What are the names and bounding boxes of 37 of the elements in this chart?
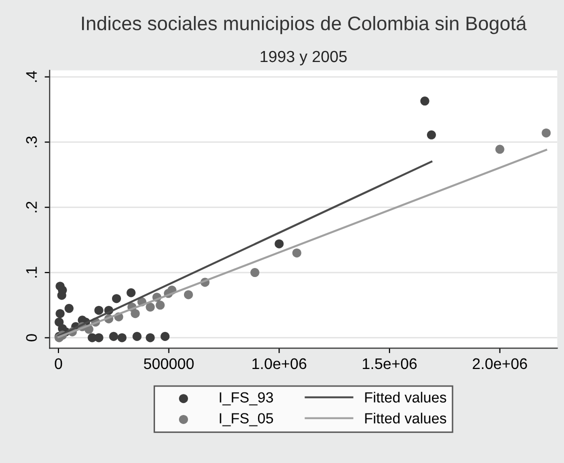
x-tick-label: 2.0e+06 (472, 358, 528, 370)
y-tick-label: .3 (26, 136, 37, 148)
point (542, 128, 551, 138)
point (126, 288, 136, 298)
legend-label: I_FS_93 (220, 392, 273, 406)
point (130, 309, 140, 318)
point (292, 248, 302, 258)
legend-label: I_FS_05 (220, 413, 274, 426)
point (118, 333, 127, 342)
point (184, 290, 193, 300)
point (250, 268, 260, 278)
y-tick-label: .4 (26, 70, 37, 82)
x-tick-label: 0 (54, 358, 62, 370)
x-tick-label: 500000 (144, 358, 194, 370)
y-tick-label: .2 (26, 202, 37, 212)
legend-label: Fitted values (365, 412, 446, 424)
y-tick-label: 0 (26, 334, 37, 342)
point (426, 130, 436, 140)
point (156, 300, 165, 310)
chart-title: Indices sociales municipios de Colombia sin Bogotá (82, 16, 527, 34)
x-tick-label: 1.5e+06 (362, 358, 417, 370)
point (495, 144, 504, 154)
point (94, 306, 104, 315)
point (146, 302, 155, 312)
point (420, 96, 430, 106)
point (274, 239, 284, 248)
point (132, 332, 142, 341)
legend-label: Fitted values (365, 392, 446, 403)
point (64, 304, 74, 313)
point (160, 332, 170, 341)
point (146, 333, 155, 342)
point (109, 332, 118, 341)
point (112, 294, 122, 304)
chart-subtitle: 1993 y 2005 (260, 50, 347, 66)
y-tick-label: .1 (26, 266, 37, 278)
point (56, 309, 65, 318)
x-tick-label: 1.0e+06 (252, 358, 306, 370)
